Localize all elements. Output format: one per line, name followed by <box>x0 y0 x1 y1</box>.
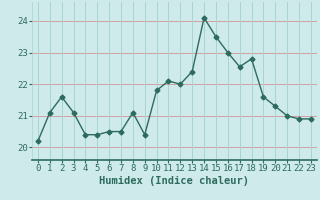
X-axis label: Humidex (Indice chaleur): Humidex (Indice chaleur) <box>100 176 249 186</box>
